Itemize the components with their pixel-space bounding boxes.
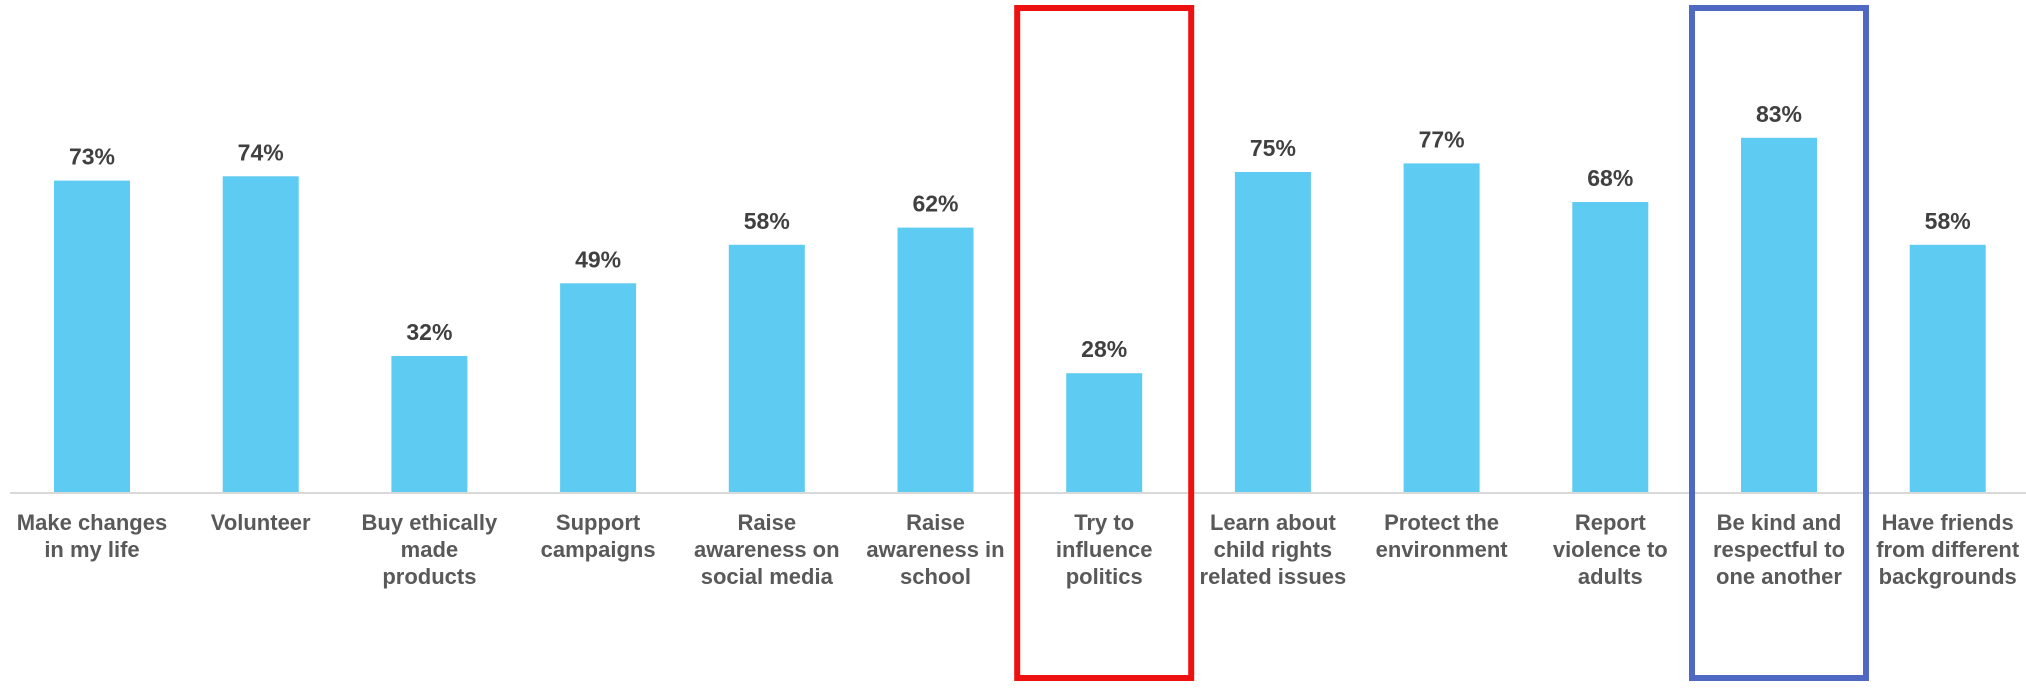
category-label-1: Make changes in my life — [17, 510, 167, 562]
bar-9 — [1403, 163, 1480, 493]
value-label-4: 49% — [575, 246, 621, 272]
bar-7 — [1066, 373, 1143, 493]
value-label-8: 75% — [1250, 135, 1296, 161]
category-label-8: Learn about child rights related issues — [1200, 510, 1347, 589]
value-label-5: 58% — [744, 208, 790, 234]
highlight-box-2 — [1689, 5, 1869, 681]
bar-6 — [897, 227, 974, 493]
category-label-9: Protect the environment — [1376, 510, 1509, 562]
bar-1 — [54, 180, 130, 493]
category-labels-layer: Make changes in my life Volunteer Buy ethic… — [17, 510, 2020, 589]
bar-8 — [1234, 172, 1311, 493]
highlight-layer — [1014, 5, 1869, 681]
value-label-12: 58% — [1925, 208, 1971, 234]
bar-4 — [560, 283, 637, 493]
highlight-box-1 — [1014, 5, 1195, 681]
bar-2 — [222, 176, 299, 494]
value-label-1: 73% — [69, 144, 115, 170]
value-labels-layer: 73% 74% 32% 49% 58% 62% 28% 75% 77% 68% 83% 58% — [69, 101, 1971, 362]
bar-10 — [1572, 202, 1649, 493]
category-label-7: Try to influence politics — [1056, 510, 1153, 589]
value-label-6: 62% — [912, 191, 958, 217]
bar-3 — [391, 356, 468, 493]
value-label-11: 83% — [1756, 101, 1802, 127]
value-label-9: 77% — [1419, 126, 1465, 152]
category-label-3: Buy ethically made products — [362, 510, 498, 589]
category-label-5: Raise awareness on social media — [694, 510, 840, 589]
bar-5 — [728, 244, 805, 493]
value-label-10: 68% — [1587, 165, 1633, 191]
category-label-4: Support campaigns — [541, 510, 656, 562]
category-label-6: Raise awareness in school — [866, 510, 1004, 589]
category-label-12: Have friends from different backgrounds — [1876, 510, 2020, 589]
category-label-2: Volunteer — [211, 510, 311, 535]
value-label-2: 74% — [238, 139, 284, 165]
category-label-11: Be kind and respectful to one another — [1713, 510, 1845, 589]
bars-layer — [54, 137, 1986, 494]
value-label-3: 32% — [406, 319, 452, 345]
category-label-10: Report violence to adults — [1553, 510, 1668, 589]
bar-11 — [1741, 137, 1817, 494]
bar-12 — [1909, 244, 1986, 493]
value-label-7: 28% — [1081, 336, 1127, 362]
